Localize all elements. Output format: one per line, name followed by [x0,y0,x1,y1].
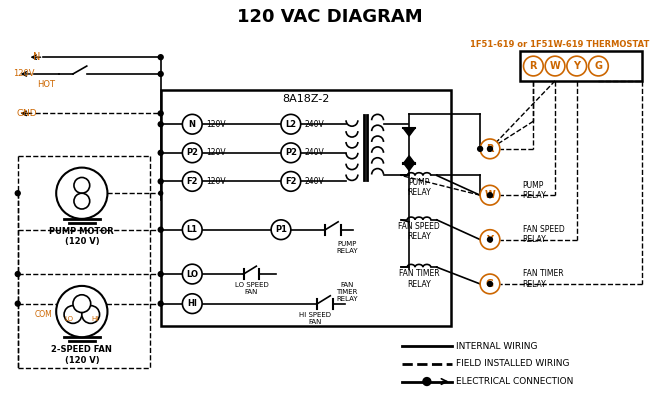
Text: L2: L2 [285,120,296,129]
Text: HI SPEED
FAN: HI SPEED FAN [299,312,332,325]
Text: F2: F2 [285,177,297,186]
Text: LO SPEED
FAN: LO SPEED FAN [234,282,268,295]
Text: F2: F2 [186,177,198,186]
Circle shape [74,193,90,209]
Text: PUMP MOTOR
(120 V): PUMP MOTOR (120 V) [50,227,114,246]
Text: R: R [529,61,537,71]
Circle shape [158,301,163,306]
Text: 8A18Z-2: 8A18Z-2 [282,93,329,103]
Text: G: G [594,61,602,71]
Circle shape [480,185,500,205]
Text: PUMP
RELAY: PUMP RELAY [336,241,358,254]
Text: COM: COM [34,310,52,319]
Text: 120V: 120V [13,70,34,78]
Polygon shape [403,163,415,171]
Text: G: G [486,279,494,289]
Text: FAN TIMER
RELAY: FAN TIMER RELAY [523,269,563,289]
Circle shape [182,294,202,313]
Circle shape [488,282,492,287]
Circle shape [182,114,202,134]
Text: R: R [486,144,494,154]
Circle shape [588,56,608,76]
Text: HI: HI [91,316,98,323]
Circle shape [15,191,20,196]
Polygon shape [403,128,415,136]
Text: FAN TIMER
RELAY: FAN TIMER RELAY [399,269,440,289]
Circle shape [182,220,202,240]
Circle shape [281,143,301,163]
Circle shape [182,264,202,284]
Circle shape [423,378,431,385]
Circle shape [281,171,301,191]
Circle shape [158,272,163,277]
Text: 120V: 120V [206,148,226,157]
Text: GND: GND [16,109,37,118]
Text: Y: Y [574,61,580,71]
Text: PUMP
RELAY: PUMP RELAY [523,181,546,200]
Circle shape [158,122,163,127]
Text: HI: HI [188,299,197,308]
Circle shape [523,56,543,76]
Circle shape [182,143,202,163]
Circle shape [158,72,163,76]
Text: 120V: 120V [206,177,226,186]
Text: 2-SPEED FAN
(120 V): 2-SPEED FAN (120 V) [52,345,113,365]
Circle shape [56,168,107,219]
Text: INTERNAL WIRING: INTERNAL WIRING [456,341,538,351]
Text: 120 VAC DIAGRAM: 120 VAC DIAGRAM [237,8,423,26]
Circle shape [158,179,163,184]
Text: N: N [189,120,196,129]
Text: N: N [33,52,40,62]
Text: FIELD INSTALLED WIRING: FIELD INSTALLED WIRING [456,359,570,368]
Text: 240V: 240V [305,148,324,157]
Circle shape [488,237,492,242]
Circle shape [64,305,82,323]
Text: P2: P2 [186,148,198,157]
Circle shape [74,178,90,193]
Text: FAN SPEED
RELAY: FAN SPEED RELAY [523,225,564,244]
Text: 1F51-619 or 1F51W-619 THERMOSTAT: 1F51-619 or 1F51W-619 THERMOSTAT [470,40,650,49]
Circle shape [488,193,492,198]
Text: FAN
TIMER
RELAY: FAN TIMER RELAY [336,282,358,302]
Circle shape [488,146,492,151]
Polygon shape [403,156,415,164]
Circle shape [158,227,163,232]
Text: L1: L1 [187,225,198,234]
Text: PUMP
RELAY: PUMP RELAY [407,178,431,197]
Circle shape [480,274,500,294]
Text: 240V: 240V [305,120,324,129]
Circle shape [158,111,163,116]
Circle shape [480,230,500,249]
Circle shape [82,305,100,323]
Circle shape [15,301,20,306]
Circle shape [73,295,90,313]
Text: 120V: 120V [206,120,226,129]
Text: P2: P2 [285,148,297,157]
Text: W: W [549,61,560,71]
Text: P1: P1 [275,225,287,234]
Circle shape [158,150,163,155]
Circle shape [281,114,301,134]
Circle shape [56,286,107,337]
Text: Y: Y [486,235,494,245]
Circle shape [182,171,202,191]
Text: ELECTRICAL CONNECTION: ELECTRICAL CONNECTION [456,377,574,386]
Circle shape [15,272,20,277]
Circle shape [159,191,163,195]
Text: HOT: HOT [38,80,56,89]
Text: FAN SPEED
RELAY: FAN SPEED RELAY [398,222,440,241]
Circle shape [567,56,587,76]
Circle shape [271,220,291,240]
Text: LO: LO [64,316,74,323]
Circle shape [480,139,500,159]
Circle shape [478,146,482,151]
Text: 240V: 240V [305,177,324,186]
Text: W: W [484,190,495,200]
Circle shape [545,56,565,76]
Text: LO: LO [186,269,198,279]
Circle shape [158,55,163,59]
